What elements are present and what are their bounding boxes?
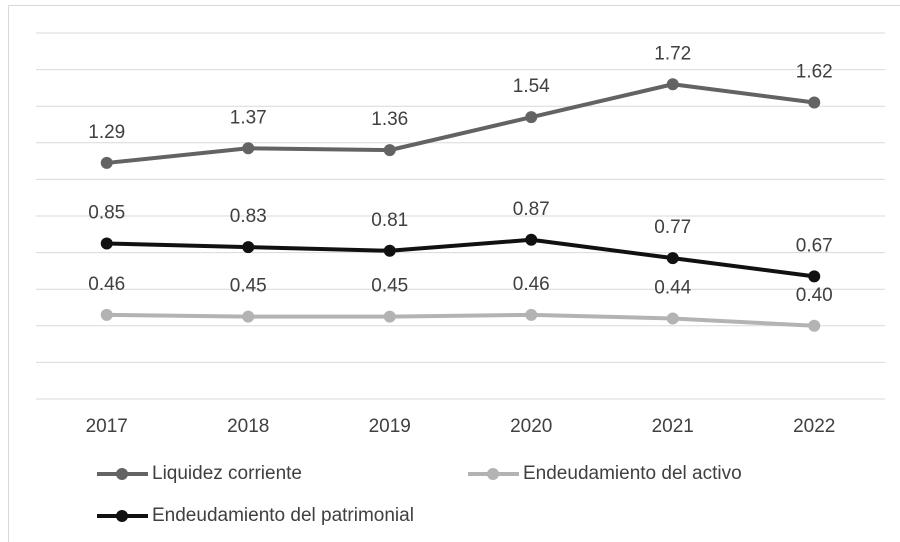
legend-label: Liquidez corriente <box>152 463 302 484</box>
point <box>100 156 113 169</box>
point <box>666 78 679 91</box>
point <box>808 96 821 109</box>
data-label: 1.36 <box>371 109 408 130</box>
series-line <box>106 82 815 165</box>
legend-label: Endeudamiento del patrimonial <box>152 505 414 526</box>
point <box>383 244 396 257</box>
legend-marker <box>116 468 128 480</box>
data-label: 0.67 <box>796 235 833 256</box>
point <box>808 319 821 332</box>
point <box>525 233 538 246</box>
series-line <box>106 312 815 328</box>
data-label: 0.40 <box>796 285 833 306</box>
data-label: 0.44 <box>654 277 691 298</box>
point <box>666 312 679 325</box>
point <box>383 310 396 323</box>
point <box>100 308 113 321</box>
data-label: 0.87 <box>513 199 550 220</box>
x-tick-label: 2022 <box>793 416 835 437</box>
data-label: 1.54 <box>513 76 550 97</box>
point <box>242 241 255 254</box>
data-label: 0.46 <box>88 274 125 295</box>
data-label: 1.29 <box>88 122 125 143</box>
point <box>525 111 538 124</box>
data-label: 1.37 <box>230 107 267 128</box>
series-line <box>106 237 815 279</box>
point <box>808 270 821 283</box>
legend-label: Endeudamiento del activo <box>523 463 742 484</box>
point <box>383 144 396 157</box>
data-label: 0.45 <box>371 276 408 297</box>
data-label: 0.85 <box>88 202 125 223</box>
x-tick-label: 2021 <box>652 416 694 437</box>
point <box>525 308 538 321</box>
point <box>242 142 255 155</box>
data-label: 0.45 <box>230 276 267 297</box>
point <box>100 237 113 250</box>
legend-marker <box>487 468 499 480</box>
chart-border <box>8 5 900 542</box>
x-tick-label: 2020 <box>510 416 552 437</box>
data-label: 0.81 <box>371 210 408 231</box>
data-label: 1.72 <box>654 43 691 64</box>
x-tick-label: 2018 <box>227 416 269 437</box>
data-label: 1.62 <box>796 62 833 83</box>
data-label: 0.46 <box>513 274 550 295</box>
x-tick-label: 2019 <box>369 416 411 437</box>
legend-marker <box>116 510 128 522</box>
x-tick-label: 2017 <box>86 416 128 437</box>
point <box>242 310 255 323</box>
data-label: 0.77 <box>654 217 691 238</box>
data-label: 0.83 <box>230 206 267 227</box>
point <box>666 252 679 265</box>
